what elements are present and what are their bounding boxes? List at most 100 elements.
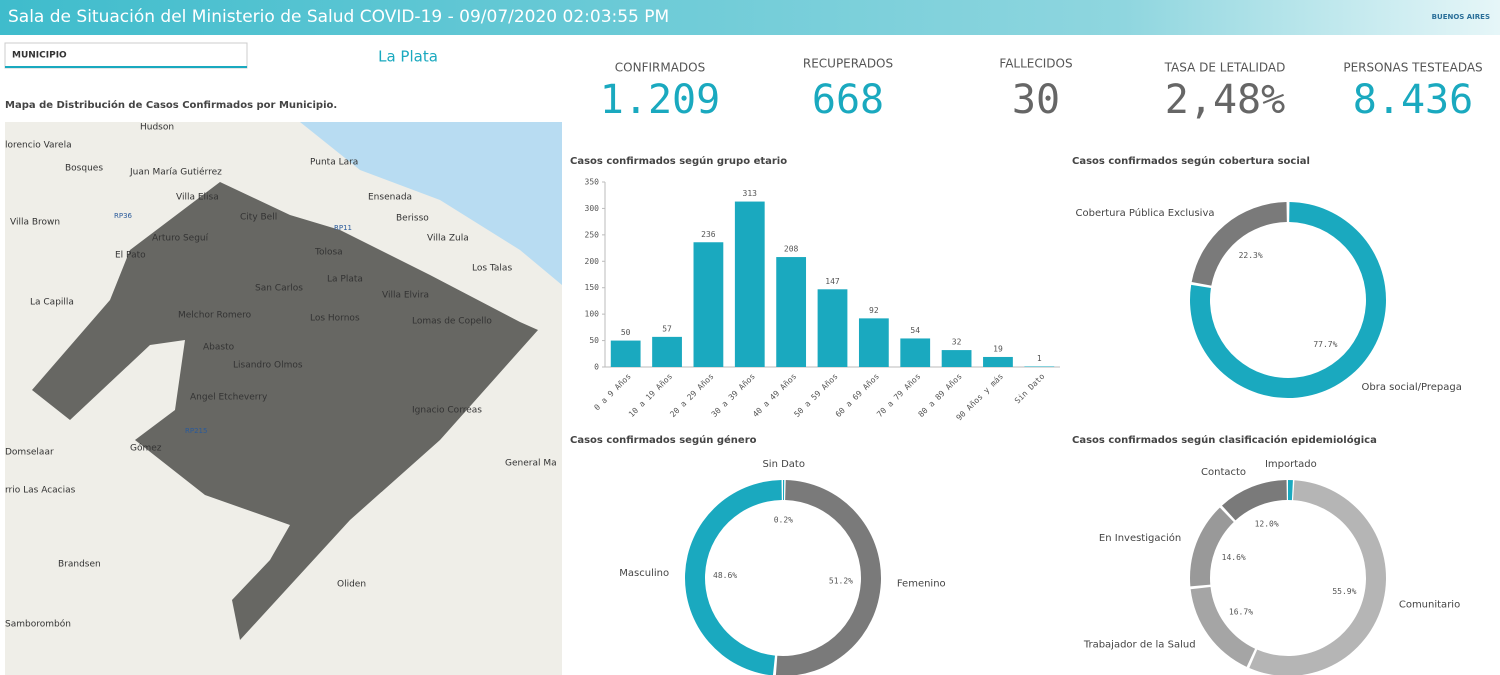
map-place: RP11 [334, 224, 352, 232]
percent-label: 14.6% [1222, 553, 1246, 562]
donut-slice [1249, 480, 1386, 675]
map-place: Tolosa [314, 248, 343, 258]
x-tick-label: 70 a 79 Años [875, 372, 922, 419]
map-place: Hudson [140, 123, 174, 133]
filter-box[interactable] [4, 42, 248, 69]
slice-label: Cobertura Pública Exclusiva [1076, 207, 1215, 219]
donut-slice [685, 480, 782, 675]
percent-label: 48.6% [713, 571, 737, 580]
percent-label: 0.2% [774, 516, 793, 525]
map-place: Bosques [65, 164, 103, 174]
map-place: RP215 [185, 427, 207, 435]
y-tick-label: 0 [594, 363, 599, 372]
slice-label: Masculino [619, 568, 669, 579]
map-title: Mapa de Distribución de Casos Confirmado… [5, 99, 337, 111]
bar [900, 338, 931, 367]
map-place: Juan María Gutiérrez [129, 167, 222, 178]
map-place: Villa Brown [10, 218, 60, 228]
map-place: Gómez [130, 443, 162, 454]
x-tick-label: 30 a 39 Años [710, 372, 757, 419]
kpi-value: 1.209 [600, 77, 720, 123]
map-place: City Bell [240, 213, 277, 223]
data-label: 236 [701, 230, 716, 239]
data-label: 54 [910, 326, 920, 335]
donut-slice [1190, 586, 1256, 667]
header-bar [0, 0, 1500, 35]
donut-slice [1288, 480, 1293, 501]
chart-title: Casos confirmados según género [570, 434, 757, 446]
bar [1024, 366, 1055, 367]
chart-title: Casos confirmados según clasificación ep… [1072, 434, 1377, 446]
slice-label: En Investigación [1099, 532, 1181, 544]
y-tick-label: 250 [585, 230, 600, 239]
data-label: 313 [743, 189, 758, 198]
bar [776, 257, 807, 367]
x-tick-label: 20 a 29 Años [668, 372, 715, 419]
bar [983, 356, 1013, 367]
kpi-label: FALLECIDOS [999, 57, 1072, 71]
map-place: Lomas de Copello [412, 317, 492, 327]
map-place: RP36 [114, 212, 133, 220]
map-place: Melchor Romero [178, 311, 252, 321]
chart-title: Casos confirmados según cobertura social [1072, 155, 1310, 167]
map-place: El Pato [115, 251, 146, 261]
slice-label: Obra social/Prepaga [1361, 382, 1461, 393]
kpi-value: 8.436 [1353, 77, 1473, 123]
slice-label: Femenino [897, 579, 946, 590]
slice-label: Contacto [1201, 467, 1246, 478]
bar [817, 289, 848, 367]
data-label: 57 [662, 324, 672, 333]
bar [941, 350, 972, 367]
x-tick-label: 40 a 49 Años [751, 372, 798, 419]
x-tick-label: 60 a 69 Años [834, 372, 881, 419]
filter-label[interactable]: MUNICIPIO [12, 51, 67, 61]
percent-label: 55.9% [1332, 587, 1356, 596]
kpi-label: CONFIRMADOS [615, 61, 705, 75]
slice-label: Sin Dato [762, 459, 805, 470]
map-place: Los Hornos [310, 314, 360, 324]
filter-underline [5, 66, 247, 68]
kpi-label: RECUPERADOS [803, 57, 893, 71]
map-place: Brandsen [58, 560, 101, 570]
data-label: 32 [952, 338, 962, 347]
data-label: 92 [869, 306, 879, 315]
percent-label: 51.2% [829, 576, 853, 585]
data-label: 147 [825, 277, 840, 286]
x-tick-label: 50 a 59 Años [792, 372, 839, 419]
percent-label: 77.7% [1313, 340, 1337, 349]
y-tick-label: 350 [585, 178, 600, 187]
y-tick-label: 150 [585, 283, 600, 292]
map-place: Villa Elvira [382, 291, 429, 301]
bar [734, 201, 765, 367]
y-tick-label: 50 [589, 336, 599, 345]
bar [652, 336, 682, 367]
map-place: General Ma [505, 459, 557, 469]
map-place: Arturo Seguí [152, 234, 209, 244]
bar [610, 340, 641, 367]
map-place: Oliden [337, 580, 366, 590]
map[interactable]: Hudson lorencio Varela Bosques Juan María G… [5, 122, 562, 675]
kpi-value: 2,48% [1165, 77, 1285, 123]
slice-label: Trabajador de la Salud [1083, 640, 1196, 651]
map-place: Domselaar [5, 448, 54, 458]
bar [693, 242, 724, 367]
kpi-label: TASA DE LETALIDAD [1164, 61, 1286, 75]
municipality-shape[interactable] [32, 182, 538, 640]
y-tick-label: 100 [585, 310, 600, 319]
chart-title: Casos confirmados según grupo etario [570, 155, 787, 167]
header-title: Sala de Situación del Ministerio de Salu… [8, 7, 669, 27]
map-place: lorencio Varela [5, 141, 72, 151]
map-place: Ignacio Correas [412, 406, 482, 416]
percent-label: 16.7% [1229, 607, 1253, 616]
slice-label: Importado [1265, 459, 1317, 470]
logo: BUENOS AIRES [1432, 13, 1490, 21]
percent-label: 22.3% [1239, 251, 1263, 260]
map-place: La Plata [327, 275, 363, 285]
kpi-value: 668 [812, 77, 884, 123]
donut-slice [1221, 480, 1287, 521]
bar [858, 318, 889, 367]
map-place: Lisandro Olmos [233, 361, 303, 371]
y-tick-label: 200 [585, 257, 600, 266]
data-label: 1 [1037, 354, 1042, 363]
map-place: Punta Lara [310, 158, 358, 168]
